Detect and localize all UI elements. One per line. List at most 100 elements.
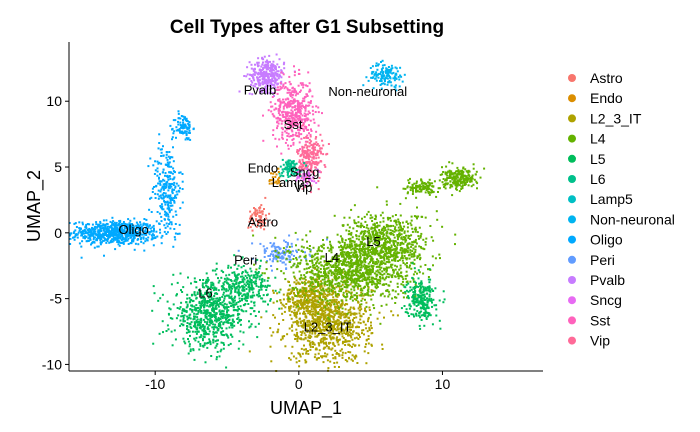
- scatter-point: [351, 359, 354, 362]
- scatter-point: [369, 273, 372, 276]
- scatter-point: [262, 88, 265, 90]
- scatter-point: [293, 311, 295, 314]
- scatter-point: [313, 313, 315, 316]
- scatter-point: [127, 243, 130, 245]
- scatter-point: [258, 292, 260, 295]
- scatter-point: [314, 305, 317, 308]
- scatter-point: [110, 230, 112, 233]
- scatter-point: [296, 337, 299, 340]
- scatter-point: [251, 81, 254, 84]
- scatter-point: [344, 308, 347, 311]
- scatter-point: [309, 102, 312, 104]
- scatter-point: [198, 336, 201, 339]
- scatter-point: [215, 301, 218, 304]
- scatter-point: [320, 306, 323, 309]
- scatter-point: [151, 237, 154, 240]
- scatter-point: [215, 304, 218, 307]
- scatter-point: [73, 222, 76, 225]
- scatter-point: [210, 322, 213, 325]
- scatter-point: [327, 293, 330, 296]
- scatter-point: [362, 329, 365, 332]
- scatter-point: [296, 331, 299, 334]
- scatter-point: [233, 273, 236, 276]
- scatter-point: [294, 71, 296, 74]
- scatter-point: [259, 221, 262, 224]
- scatter-point: [108, 236, 111, 239]
- scatter-point: [168, 307, 171, 310]
- scatter-point: [307, 104, 309, 107]
- scatter-point: [317, 295, 320, 298]
- scatter-point: [365, 293, 368, 296]
- scatter-point: [173, 236, 176, 239]
- scatter-point: [385, 256, 388, 258]
- scatter-point: [367, 338, 370, 340]
- scatter-point: [391, 72, 394, 75]
- scatter-point: [254, 208, 257, 211]
- scatter-point: [324, 337, 326, 340]
- scatter-point: [147, 226, 150, 229]
- scatter-point: [160, 207, 163, 210]
- scatter-point: [257, 80, 260, 83]
- scatter-point: [288, 292, 291, 295]
- scatter-point: [266, 83, 269, 86]
- scatter-point: [291, 324, 294, 327]
- scatter-point: [175, 190, 178, 193]
- scatter-point: [324, 271, 327, 274]
- scatter-point: [189, 326, 192, 328]
- scatter-point: [299, 317, 301, 320]
- scatter-point: [162, 187, 165, 190]
- scatter-point: [320, 329, 323, 332]
- scatter-point: [291, 117, 294, 120]
- scatter-point: [279, 103, 282, 106]
- scatter-point: [322, 325, 325, 328]
- scatter-point: [306, 307, 309, 310]
- scatter-point: [148, 233, 151, 236]
- scatter-point: [318, 176, 321, 179]
- scatter-point: [191, 293, 193, 296]
- scatter-point: [291, 298, 294, 301]
- scatter-point: [391, 263, 394, 266]
- scatter-point: [327, 143, 330, 145]
- scatter-point: [223, 277, 226, 280]
- scatter-point: [194, 339, 197, 342]
- scatter-point: [324, 322, 327, 325]
- scatter-point: [325, 324, 328, 327]
- scatter-point: [346, 286, 349, 289]
- scatter-point: [324, 311, 327, 314]
- scatter-point: [247, 294, 250, 297]
- scatter-point: [170, 165, 173, 168]
- scatter-point: [309, 141, 312, 144]
- scatter-point: [172, 132, 175, 135]
- scatter-point: [359, 249, 362, 252]
- scatter-point: [212, 284, 215, 287]
- scatter-point: [367, 252, 370, 255]
- scatter-point: [297, 109, 300, 112]
- scatter-point: [296, 302, 299, 305]
- scatter-point: [312, 346, 314, 348]
- scatter-point: [161, 171, 164, 174]
- scatter-point: [298, 270, 301, 273]
- scatter-point: [281, 312, 284, 315]
- scatter-point: [134, 242, 137, 245]
- scatter-point: [98, 232, 101, 235]
- scatter-point: [253, 282, 256, 285]
- scatter-point: [174, 119, 177, 122]
- scatter-point: [299, 307, 302, 310]
- scatter-point: [347, 343, 350, 346]
- scatter-point: [201, 337, 204, 340]
- scatter-point: [246, 73, 249, 76]
- scatter-point: [350, 251, 353, 254]
- scatter-point: [138, 228, 141, 231]
- scatter-point: [275, 68, 277, 71]
- scatter-point: [308, 294, 311, 297]
- scatter-point: [305, 301, 308, 304]
- scatter-point: [299, 116, 302, 119]
- scatter-point: [164, 172, 167, 174]
- scatter-point: [289, 83, 292, 86]
- scatter-point: [292, 120, 295, 123]
- scatter-point: [321, 332, 324, 335]
- scatter-point: [69, 237, 72, 240]
- scatter-point: [317, 301, 320, 304]
- scatter-point: [266, 247, 269, 250]
- scatter-point: [274, 72, 277, 75]
